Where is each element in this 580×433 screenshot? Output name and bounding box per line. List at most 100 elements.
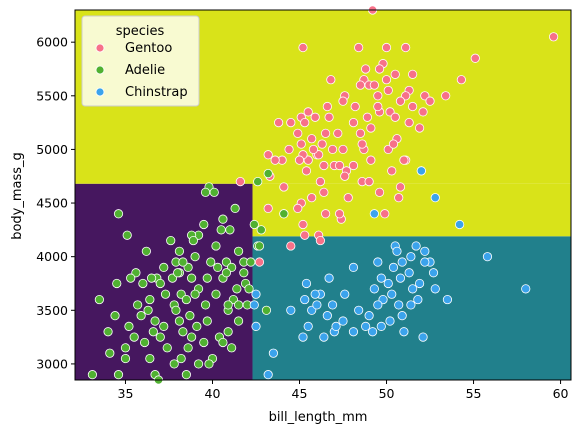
point-adelie [261, 305, 272, 315]
point-adelie [141, 246, 151, 256]
point-gentoo [355, 80, 366, 90]
point-chinstrap [301, 278, 312, 289]
point-chinstrap [263, 370, 273, 380]
point-gentoo [404, 118, 414, 128]
point-gentoo [354, 42, 364, 53]
point-chinstrap [428, 268, 439, 278]
legend: species Gentoo Adelie Chinstrap [81, 15, 200, 107]
point-adelie [181, 370, 191, 380]
point-adelie [129, 332, 139, 342]
point-adelie [133, 300, 143, 310]
point-adelie [160, 289, 171, 299]
point-adelie [155, 332, 165, 342]
point-adelie [155, 278, 165, 289]
x-axis-label: bill_length_mm [269, 410, 368, 425]
point-gentoo [293, 203, 303, 214]
point-adelie [213, 262, 223, 272]
point-adelie [263, 168, 273, 179]
point-chinstrap [414, 278, 425, 289]
point-adelie [209, 187, 219, 197]
point-adelie [169, 359, 179, 369]
point-gentoo [383, 85, 393, 96]
point-adelie [218, 337, 228, 348]
point-adelie [200, 187, 211, 197]
point-gentoo [317, 139, 327, 149]
point-chinstrap [521, 284, 531, 294]
point-chinstrap [387, 289, 397, 299]
point-chinstrap [361, 321, 371, 331]
point-chinstrap [300, 294, 310, 305]
point-chinstrap [399, 327, 409, 337]
point-gentoo [357, 139, 367, 149]
point-chinstrap [418, 332, 428, 342]
point-adelie [221, 268, 232, 278]
point-gentoo [334, 160, 345, 171]
point-gentoo [388, 139, 399, 149]
point-adelie [225, 225, 235, 235]
point-chinstrap [367, 327, 378, 337]
point-adelie [162, 343, 172, 353]
y-axis-label: body_mass_g [10, 152, 25, 240]
point-adelie [199, 337, 209, 348]
point-gentoo [548, 32, 559, 42]
point-chinstrap [392, 246, 402, 256]
point-gentoo [470, 53, 480, 63]
point-adelie [206, 257, 216, 267]
point-chinstrap [383, 278, 393, 289]
point-chinstrap [251, 289, 261, 299]
point-adelie [181, 294, 191, 305]
legend-marker-chinstrap [95, 87, 105, 97]
point-adelie [223, 327, 233, 337]
point-chinstrap [394, 300, 404, 310]
point-adelie [232, 284, 242, 294]
point-adelie [233, 316, 244, 326]
point-adelie [171, 305, 181, 315]
point-chinstrap [482, 252, 493, 262]
point-adelie [166, 235, 176, 246]
point-chinstrap [331, 321, 341, 331]
point-gentoo [298, 42, 308, 53]
point-gentoo [270, 155, 280, 165]
y-tick-label: 4000 [36, 249, 68, 264]
point-gentoo [348, 160, 359, 171]
point-gentoo [308, 144, 319, 155]
point-chinstrap [319, 332, 329, 342]
point-gentoo [326, 75, 336, 85]
point-gentoo [366, 123, 376, 133]
point-chinstrap [442, 294, 453, 305]
point-gentoo [374, 64, 385, 74]
point-gentoo [286, 241, 296, 251]
x-tick-label: 60 [553, 386, 569, 401]
point-gentoo [263, 150, 273, 160]
point-adelie [190, 289, 200, 299]
point-gentoo [307, 193, 317, 203]
point-gentoo [294, 155, 305, 165]
legend-box [81, 15, 200, 107]
point-gentoo [333, 128, 343, 138]
point-gentoo [334, 209, 345, 219]
point-chinstrap [430, 284, 440, 294]
point-gentoo [274, 118, 284, 128]
point-gentoo [300, 118, 310, 128]
point-adelie [249, 219, 259, 230]
y-tick-label: 3500 [36, 303, 68, 318]
point-gentoo [235, 176, 245, 187]
point-adelie [110, 311, 120, 321]
point-chinstrap [298, 332, 308, 342]
point-gentoo [322, 101, 332, 112]
point-gentoo [348, 118, 359, 128]
point-chinstrap [397, 311, 407, 321]
x-tick-label: 40 [205, 386, 221, 401]
point-gentoo [303, 107, 313, 117]
point-adelie [87, 370, 98, 380]
point-gentoo [315, 176, 325, 187]
point-adelie [105, 348, 115, 358]
point-adelie [216, 225, 226, 235]
point-gentoo [327, 144, 338, 155]
point-chinstrap [397, 257, 407, 267]
point-adelie [193, 359, 204, 369]
point-adelie [239, 268, 249, 278]
point-adelie [140, 337, 150, 348]
point-gentoo [293, 128, 303, 138]
